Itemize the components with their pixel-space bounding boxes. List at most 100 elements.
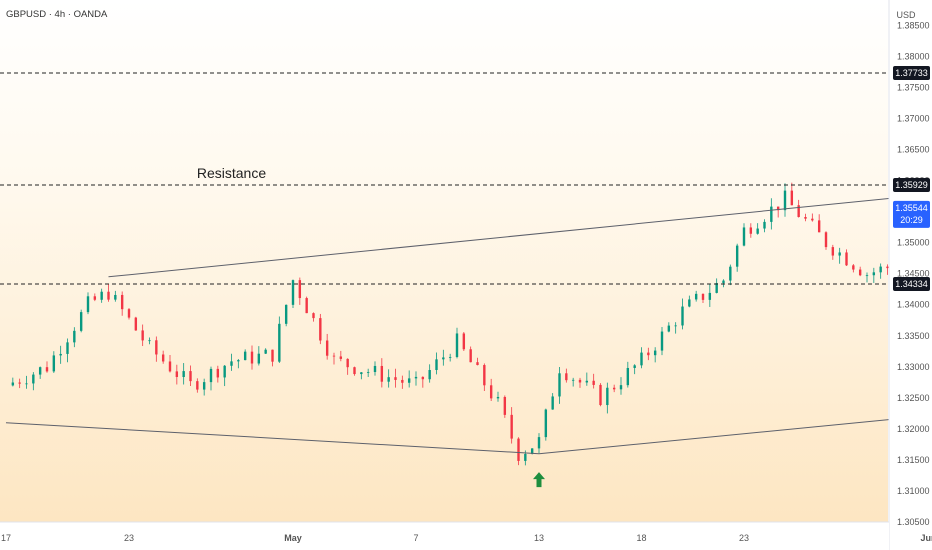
candle-body[interactable] [578, 379, 582, 383]
candle-body[interactable] [715, 283, 718, 293]
candle-body[interactable] [332, 355, 336, 357]
candle-body[interactable] [571, 379, 575, 381]
candle-body[interactable] [735, 245, 739, 267]
candle-body[interactable] [489, 385, 493, 399]
candle-body[interactable] [38, 367, 42, 375]
candle-body[interactable] [599, 384, 602, 406]
candle-body[interactable] [32, 374, 35, 384]
candle-body[interactable] [640, 352, 643, 366]
candle-body[interactable] [407, 378, 411, 383]
candle-body[interactable] [223, 365, 226, 378]
candle-body[interactable] [11, 382, 15, 386]
candle-body[interactable] [469, 349, 472, 363]
candle-body[interactable] [804, 217, 807, 219]
candle-body[interactable] [237, 360, 240, 362]
candle-body[interactable] [175, 371, 179, 378]
candle-body[interactable] [52, 355, 56, 372]
candle-body[interactable] [79, 312, 83, 331]
candle-body[interactable] [325, 340, 329, 356]
candle-body[interactable] [107, 291, 110, 300]
candle-body[interactable] [127, 309, 131, 318]
candle-body[interactable] [25, 383, 28, 385]
candle-body[interactable] [189, 371, 192, 382]
candle-body[interactable] [428, 370, 431, 380]
candle-body[interactable] [667, 325, 671, 332]
candle-body[interactable] [59, 353, 62, 356]
left-trendline-line[interactable] [5, 422, 540, 455]
candle-body[interactable] [845, 252, 848, 266]
candle-body[interactable] [360, 372, 363, 375]
candle-body[interactable] [688, 299, 691, 307]
candle-body[interactable] [114, 294, 117, 300]
candle-body[interactable] [722, 280, 725, 284]
lower-channel-line[interactable] [538, 258, 932, 455]
candle-body[interactable] [366, 372, 370, 373]
candle-body[interactable] [790, 190, 794, 206]
candle-body[interactable] [291, 280, 295, 305]
candle-body[interactable] [483, 365, 486, 386]
candle-body[interactable] [865, 275, 869, 277]
candle-body[interactable] [257, 353, 261, 364]
candle-body[interactable] [783, 190, 787, 211]
candle-body[interactable] [298, 280, 302, 299]
candle-body[interactable] [606, 387, 609, 406]
candle-body[interactable] [708, 292, 712, 300]
candle-body[interactable] [831, 247, 835, 256]
candle-body[interactable] [243, 351, 247, 361]
candle-body[interactable] [852, 265, 855, 270]
candle-body[interactable] [476, 362, 479, 366]
candle-body[interactable] [312, 313, 315, 319]
time-axis[interactable] [0, 522, 889, 550]
candle-body[interactable] [858, 269, 862, 276]
candle-body[interactable] [182, 371, 185, 378]
candle-body[interactable] [66, 342, 69, 354]
candle-body[interactable] [250, 351, 254, 364]
candle-body[interactable] [100, 291, 103, 300]
candle-body[interactable] [134, 317, 138, 331]
candle-body[interactable] [681, 306, 684, 326]
candle-body[interactable] [544, 409, 548, 438]
candle-body[interactable] [585, 380, 589, 383]
candle-body[interactable] [73, 330, 76, 343]
candle-body[interactable] [230, 361, 233, 366]
candle-body[interactable] [886, 266, 889, 269]
candle-body[interactable] [202, 382, 206, 390]
candle-body[interactable] [558, 373, 561, 397]
candle-body[interactable] [462, 333, 466, 350]
candle-body[interactable] [824, 232, 828, 248]
candle-body[interactable] [619, 385, 623, 390]
candle-body[interactable] [319, 318, 322, 341]
upper-channel-line[interactable] [108, 69, 932, 278]
candle-body[interactable] [592, 380, 595, 385]
candle-body[interactable] [435, 359, 438, 370]
price-axis[interactable] [889, 0, 932, 550]
candle-body[interactable] [530, 448, 534, 454]
candle-body[interactable] [305, 298, 308, 314]
candle-body[interactable] [45, 367, 49, 372]
candle-body[interactable] [626, 367, 630, 386]
candle-body[interactable] [537, 437, 541, 449]
candle-body[interactable] [872, 272, 876, 276]
candle-body[interactable] [394, 377, 397, 380]
candle-body[interactable] [763, 221, 766, 229]
candle-body[interactable] [339, 356, 343, 359]
candle-body[interactable] [742, 227, 746, 246]
candle-body[interactable] [264, 349, 267, 354]
candle-body[interactable] [565, 373, 568, 381]
candle-body[interactable] [770, 206, 773, 222]
candle-body[interactable] [271, 349, 274, 362]
candle-body[interactable] [448, 357, 452, 358]
candle-body[interactable] [346, 358, 349, 368]
candle-body[interactable] [756, 228, 759, 234]
candle-body[interactable] [148, 340, 151, 342]
candle-body[interactable] [674, 325, 677, 327]
candle-body[interactable] [551, 396, 554, 410]
candle-body[interactable] [653, 350, 657, 356]
candle-body[interactable] [729, 266, 732, 281]
candle-body[interactable] [209, 368, 213, 383]
candle-body[interactable] [414, 376, 418, 379]
candle-body[interactable] [278, 323, 281, 362]
candle-body[interactable] [196, 381, 199, 390]
candle-body[interactable] [797, 205, 800, 218]
